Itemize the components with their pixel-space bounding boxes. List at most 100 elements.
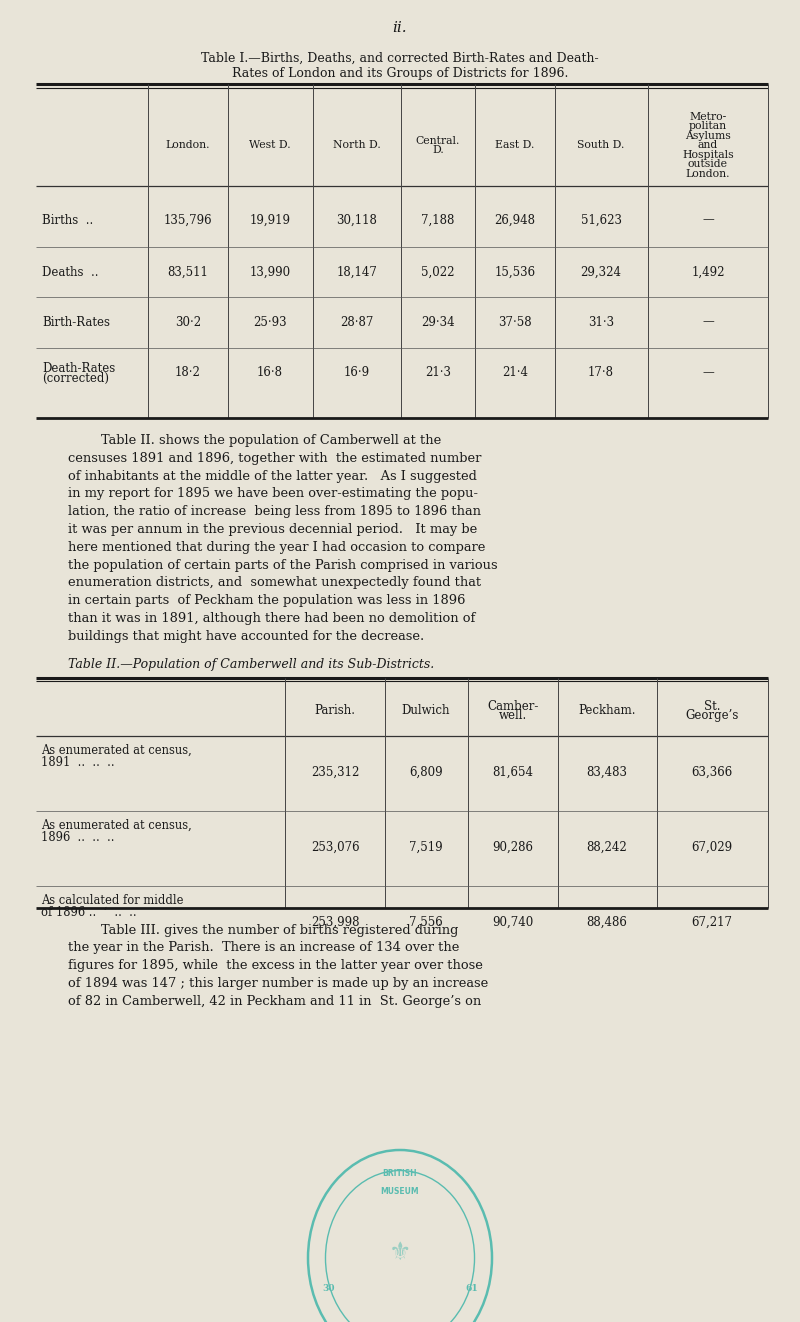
Text: 29,324: 29,324 bbox=[581, 266, 622, 279]
Text: well.: well. bbox=[499, 709, 527, 722]
Text: 67,217: 67,217 bbox=[691, 916, 733, 929]
Text: (corrected): (corrected) bbox=[42, 371, 109, 385]
Text: St.: St. bbox=[704, 699, 720, 713]
Text: 88,242: 88,242 bbox=[586, 841, 627, 854]
Text: 61: 61 bbox=[466, 1284, 478, 1293]
Text: Central.: Central. bbox=[416, 135, 460, 145]
Text: 31·3: 31·3 bbox=[588, 316, 614, 328]
Text: ii.: ii. bbox=[393, 21, 407, 34]
Text: —: — bbox=[702, 213, 714, 226]
Text: 81,654: 81,654 bbox=[493, 767, 534, 779]
Text: 6,809: 6,809 bbox=[409, 767, 443, 779]
Text: Birth-Rates: Birth-Rates bbox=[42, 316, 110, 328]
Text: 25·93: 25·93 bbox=[253, 316, 287, 328]
Text: As enumerated at census,: As enumerated at census, bbox=[41, 818, 192, 832]
Text: 1896  ..  ..  ..: 1896 .. .. .. bbox=[41, 830, 114, 843]
Text: politan: politan bbox=[689, 122, 727, 131]
Text: outside: outside bbox=[688, 159, 728, 169]
Text: lation, the ratio of increase  being less from 1895 to 1896 than: lation, the ratio of increase being less… bbox=[68, 505, 481, 518]
Text: Peckham.: Peckham. bbox=[578, 705, 636, 718]
Text: 7,519: 7,519 bbox=[409, 841, 443, 854]
Text: Asylums: Asylums bbox=[685, 131, 731, 140]
Text: 83,483: 83,483 bbox=[586, 767, 627, 779]
Text: 16·8: 16·8 bbox=[257, 366, 283, 379]
Text: 17·8: 17·8 bbox=[588, 366, 614, 379]
Text: Metro-: Metro- bbox=[690, 112, 726, 122]
Text: 7,188: 7,188 bbox=[422, 213, 454, 226]
Text: 21·3: 21·3 bbox=[425, 366, 451, 379]
Text: 28·87: 28·87 bbox=[340, 316, 374, 328]
Text: of 82 in Camberwell, 42 in Peckham and 11 in  St. George’s on: of 82 in Camberwell, 42 in Peckham and 1… bbox=[68, 994, 482, 1007]
Text: here mentioned that during the year I had occasion to compare: here mentioned that during the year I ha… bbox=[68, 541, 486, 554]
Text: 253,076: 253,076 bbox=[310, 841, 359, 854]
Text: 7,556: 7,556 bbox=[409, 916, 443, 929]
Text: 30·2: 30·2 bbox=[175, 316, 201, 328]
Text: Deaths  ..: Deaths .. bbox=[42, 266, 98, 279]
Text: Table II.—Population of Camberwell and its Sub-Districts.: Table II.—Population of Camberwell and i… bbox=[68, 657, 434, 670]
Text: Camber-: Camber- bbox=[487, 699, 538, 713]
Text: ⚜: ⚜ bbox=[389, 1241, 411, 1265]
Text: Dulwich: Dulwich bbox=[402, 705, 450, 718]
Text: it was per annum in the previous decennial period.   It may be: it was per annum in the previous decenni… bbox=[68, 524, 478, 535]
Text: Hospitals: Hospitals bbox=[682, 149, 734, 160]
Text: than it was in 1891, although there had been no demolition of: than it was in 1891, although there had … bbox=[68, 612, 475, 625]
Text: 37·58: 37·58 bbox=[498, 316, 532, 328]
Text: 1,492: 1,492 bbox=[691, 266, 725, 279]
Text: of 1896 ..  ‘  ..  ..: of 1896 .. ‘ .. .. bbox=[41, 906, 137, 919]
Text: 30,118: 30,118 bbox=[337, 213, 378, 226]
Text: 1891  ..  ..  ..: 1891 .. .. .. bbox=[41, 756, 114, 768]
Text: North D.: North D. bbox=[333, 140, 381, 151]
Text: Table II. shows the population of Camberwell at the: Table II. shows the population of Camber… bbox=[68, 434, 442, 447]
Text: 5,022: 5,022 bbox=[422, 266, 454, 279]
Text: —: — bbox=[702, 316, 714, 328]
Text: Table III. gives the number of births registered during: Table III. gives the number of births re… bbox=[68, 924, 458, 936]
Text: 88,486: 88,486 bbox=[586, 916, 627, 929]
Text: West D.: West D. bbox=[249, 140, 291, 151]
Text: 26,948: 26,948 bbox=[494, 213, 535, 226]
Text: 19,919: 19,919 bbox=[250, 213, 290, 226]
Text: 90,286: 90,286 bbox=[493, 841, 534, 854]
Text: 29·34: 29·34 bbox=[421, 316, 455, 328]
Text: D.: D. bbox=[432, 145, 444, 155]
Text: Rates of London and its Groups of Districts for 1896.: Rates of London and its Groups of Distri… bbox=[232, 67, 568, 81]
Text: 67,029: 67,029 bbox=[691, 841, 733, 854]
Text: London.: London. bbox=[686, 169, 730, 178]
Text: —: — bbox=[702, 366, 714, 379]
Text: 21·4: 21·4 bbox=[502, 366, 528, 379]
Text: of 1894 was 147 ; this larger number is made up by an increase: of 1894 was 147 ; this larger number is … bbox=[68, 977, 488, 990]
Text: 63,366: 63,366 bbox=[691, 767, 733, 779]
Text: enumeration districts, and  somewhat unexpectedly found that: enumeration districts, and somewhat unex… bbox=[68, 576, 481, 590]
Text: As calculated for middle: As calculated for middle bbox=[41, 894, 183, 907]
Text: MUSEUM: MUSEUM bbox=[381, 1187, 419, 1195]
Text: 16·9: 16·9 bbox=[344, 366, 370, 379]
Text: London.: London. bbox=[166, 140, 210, 151]
Text: 15,536: 15,536 bbox=[494, 266, 535, 279]
Text: of inhabitants at the middle of the latter year.   As I suggested: of inhabitants at the middle of the latt… bbox=[68, 469, 477, 483]
Text: Death-Rates: Death-Rates bbox=[42, 361, 115, 374]
Text: 135,796: 135,796 bbox=[164, 213, 212, 226]
Text: 18·2: 18·2 bbox=[175, 366, 201, 379]
Text: censuses 1891 and 1896, together with  the estimated number: censuses 1891 and 1896, together with th… bbox=[68, 452, 482, 465]
Text: As enumerated at census,: As enumerated at census, bbox=[41, 743, 192, 756]
Text: Table I.—Births, Deaths, and corrected Birth-Rates and Death-: Table I.—Births, Deaths, and corrected B… bbox=[201, 52, 599, 65]
Text: the year in the Parish.  There is an increase of 134 over the: the year in the Parish. There is an incr… bbox=[68, 941, 459, 954]
Text: BRITISH: BRITISH bbox=[382, 1169, 418, 1178]
Text: East D.: East D. bbox=[495, 140, 534, 151]
Text: 235,312: 235,312 bbox=[311, 767, 359, 779]
Text: Births  ..: Births .. bbox=[42, 213, 94, 226]
Text: George’s: George’s bbox=[686, 709, 738, 722]
Text: 30: 30 bbox=[322, 1284, 334, 1293]
Text: 90,740: 90,740 bbox=[492, 916, 534, 929]
Text: 253,998: 253,998 bbox=[310, 916, 359, 929]
Text: Parish.: Parish. bbox=[314, 705, 355, 718]
Text: in my report for 1895 we have been over-estimating the popu-: in my report for 1895 we have been over-… bbox=[68, 488, 478, 501]
Text: 83,511: 83,511 bbox=[167, 266, 209, 279]
Text: South D.: South D. bbox=[578, 140, 625, 151]
Text: in certain parts  of Peckham the population was less in 1896: in certain parts of Peckham the populati… bbox=[68, 594, 466, 607]
Text: buildings that might have accounted for the decrease.: buildings that might have accounted for … bbox=[68, 629, 424, 642]
Text: 51,623: 51,623 bbox=[581, 213, 622, 226]
Text: the population of certain parts of the Parish comprised in various: the population of certain parts of the P… bbox=[68, 559, 498, 571]
Text: 18,147: 18,147 bbox=[337, 266, 378, 279]
Text: 13,990: 13,990 bbox=[250, 266, 290, 279]
Text: figures for 1895, while  the excess in the latter year over those: figures for 1895, while the excess in th… bbox=[68, 960, 483, 972]
